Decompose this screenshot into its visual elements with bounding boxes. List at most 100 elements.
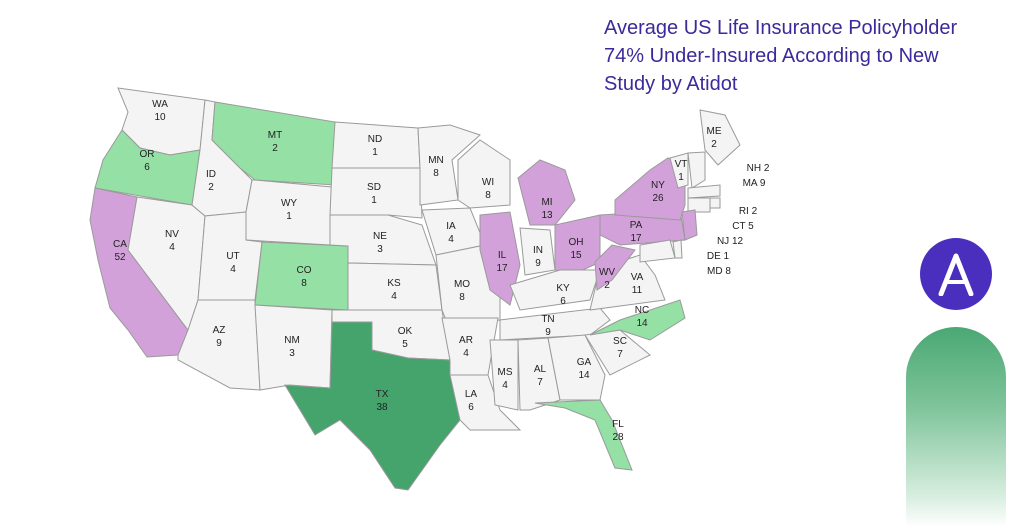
state-value-ca: 52 — [114, 252, 126, 263]
state-value-pa: 17 — [630, 233, 642, 244]
state-md — [639, 239, 676, 263]
headline-line-3: Study by Atidot — [604, 73, 738, 95]
state-value-ut: 4 — [230, 264, 236, 275]
state-code-or: OR — [140, 149, 155, 160]
state-value-tx: 38 — [376, 402, 388, 413]
state-code-id: ID — [206, 169, 216, 180]
state-sd — [329, 167, 423, 219]
state-nh — [687, 151, 706, 189]
state-wi — [457, 139, 511, 209]
state-tx — [284, 321, 461, 491]
state-ct — [687, 197, 711, 213]
state-co — [254, 241, 349, 311]
state-nc — [589, 299, 686, 341]
state-value-vt: 1 — [678, 172, 684, 183]
state-value-in: 9 — [535, 258, 541, 269]
state-value-nv: 4 — [169, 242, 175, 253]
state-code-ok: OK — [398, 326, 413, 337]
state-me — [699, 109, 741, 166]
state-value-or: 6 — [144, 162, 150, 173]
state-code-nv: NV — [165, 229, 179, 240]
state-code-wa: WA — [152, 99, 168, 110]
state-code-co: CO — [297, 265, 312, 276]
state-value-ky: 6 — [560, 296, 566, 307]
state-fl — [534, 399, 633, 471]
state-code-ky: KY — [556, 283, 570, 294]
state-ky — [509, 269, 601, 311]
state-code-ga: GA — [577, 357, 592, 368]
state-code-tx: TX — [376, 389, 389, 400]
state-code-ca: CA — [113, 239, 127, 250]
state-code-wi: WI — [482, 177, 494, 188]
state-ri — [709, 197, 721, 209]
state-code-mt: MT — [268, 130, 282, 141]
state-value-ne: 3 — [377, 244, 383, 255]
state-code-pa: PA — [630, 220, 643, 231]
state-code-ne: NE — [373, 231, 387, 242]
state-code-va: VA — [631, 272, 644, 283]
state-value-ar: 4 — [463, 348, 469, 359]
state-label-de: DE 1 — [707, 251, 730, 262]
state-code-wy: WY — [281, 198, 297, 209]
state-value-va: 11 — [632, 285, 643, 296]
state-code-ia: IA — [446, 221, 456, 232]
atidot-a-logo-icon — [938, 253, 974, 296]
state-vt — [669, 152, 689, 189]
state-code-oh: OH — [569, 237, 584, 248]
state-value-wi: 8 — [485, 190, 491, 201]
state-value-mt: 2 — [272, 143, 278, 154]
state-value-mo: 8 — [459, 292, 465, 303]
state-code-wv: WV — [599, 267, 615, 278]
state-mn — [417, 124, 481, 206]
state-tn — [499, 307, 611, 341]
state-code-nm: NM — [284, 335, 300, 346]
state-de — [672, 239, 683, 259]
state-code-il: IL — [498, 250, 507, 261]
state-value-ia: 4 — [448, 234, 454, 245]
state-code-in: IN — [533, 245, 543, 256]
state-value-nm: 3 — [289, 348, 295, 359]
state-code-la: LA — [465, 389, 478, 400]
state-code-ut: UT — [226, 251, 239, 262]
state-nj — [681, 209, 698, 241]
state-code-sd: SD — [367, 182, 381, 193]
state-nd — [331, 121, 421, 169]
us-map: WA10OR6CA52NV4ID2MT2WY1UT4AZ9CO8NM3ND1SD… — [89, 87, 770, 491]
state-code-al: AL — [534, 364, 547, 375]
headline: Average US Life Insurance Policyholder 7… — [604, 14, 1014, 98]
state-oh — [554, 214, 601, 276]
state-ga — [547, 334, 606, 401]
state-value-tn: 9 — [545, 327, 551, 338]
state-code-az: AZ — [213, 325, 226, 336]
state-label-ct: CT 5 — [732, 221, 754, 232]
headline-line-1: Average US Life Insurance Policyholder — [604, 17, 958, 39]
state-value-me: 2 — [711, 139, 717, 150]
state-value-fl: 28 — [612, 432, 624, 443]
state-value-mi: 13 — [541, 210, 553, 221]
state-value-id: 2 — [208, 182, 214, 193]
state-value-mn: 8 — [433, 168, 439, 179]
state-wv — [594, 244, 636, 291]
state-value-sc: 7 — [617, 349, 623, 360]
state-mi — [517, 159, 576, 226]
state-code-mn: MN — [428, 155, 444, 166]
state-value-ok: 5 — [402, 339, 408, 350]
state-ma — [687, 184, 721, 199]
state-label-nj: NJ 12 — [717, 236, 744, 247]
state-code-tn: TN — [541, 314, 554, 325]
state-value-ms: 4 — [502, 380, 508, 391]
state-value-ks: 4 — [391, 291, 397, 302]
state-label-nh: NH 2 — [747, 163, 770, 174]
state-value-ga: 14 — [578, 370, 590, 381]
state-code-sc: SC — [613, 336, 627, 347]
headline-line-2: 74% Under-Insured According to New — [604, 45, 939, 67]
state-ms — [489, 339, 519, 411]
state-value-il: 17 — [496, 263, 508, 274]
state-value-nd: 1 — [372, 147, 378, 158]
state-code-nc: NC — [635, 305, 649, 316]
state-value-sd: 1 — [371, 195, 377, 206]
state-value-oh: 15 — [570, 250, 582, 261]
state-code-ar: AR — [459, 335, 473, 346]
state-code-mi: MI — [541, 197, 552, 208]
state-code-ms: MS — [498, 367, 513, 378]
